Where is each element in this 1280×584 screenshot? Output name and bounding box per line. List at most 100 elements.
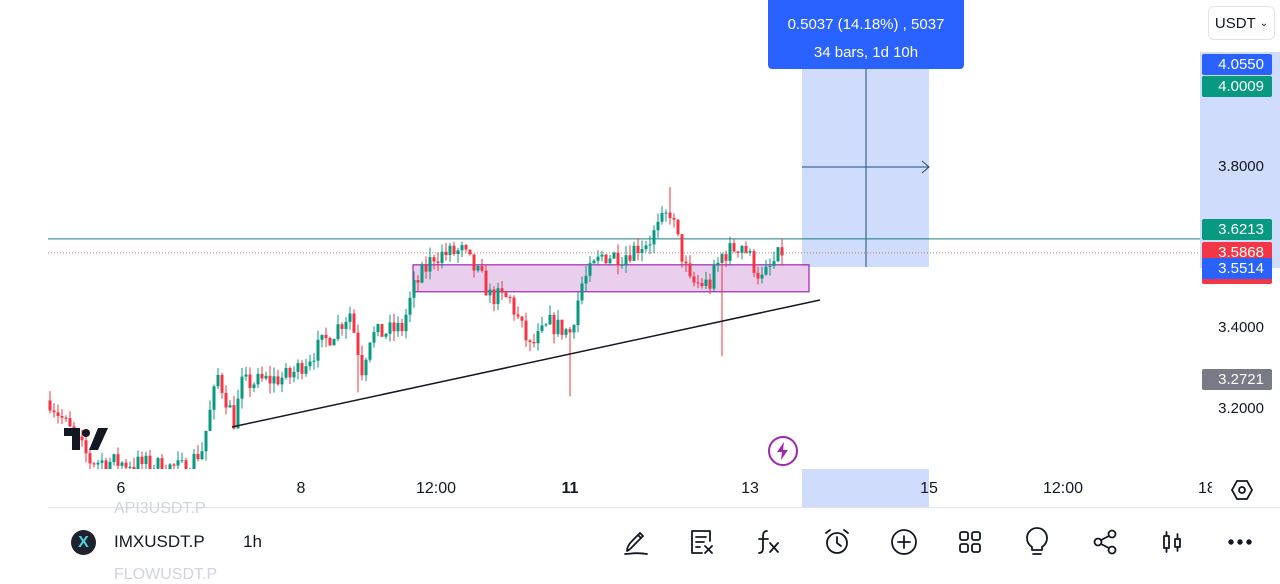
- candle-body: [184, 460, 188, 469]
- candle-body: [352, 313, 356, 333]
- candle-body: [48, 400, 52, 411]
- candle-body: [260, 373, 264, 379]
- candle-body: [756, 272, 760, 279]
- currency-selector[interactable]: USDT ⌄: [1208, 6, 1275, 40]
- candle-body: [492, 289, 496, 305]
- candle-body: [84, 440, 88, 454]
- candle-body: [476, 266, 480, 271]
- indicators-fx-icon[interactable]: [751, 525, 785, 559]
- candle-body: [540, 325, 544, 332]
- layouts-grid-icon[interactable]: [953, 525, 987, 559]
- candle-body: [572, 325, 576, 333]
- candle-body: [64, 417, 68, 419]
- candle-body: [596, 256, 600, 261]
- candle-body: [600, 254, 604, 257]
- candle-body: [588, 263, 592, 276]
- candle-body: [416, 280, 420, 283]
- candle-body: [760, 274, 764, 279]
- share-icon[interactable]: [1088, 525, 1122, 559]
- candle-body: [340, 324, 344, 329]
- candle-body: [148, 455, 152, 469]
- candle-body: [300, 363, 304, 374]
- candle-body: [192, 453, 196, 469]
- candle-body: [412, 280, 416, 298]
- drawing-pen-icon[interactable]: [619, 525, 653, 559]
- candle-body: [228, 405, 232, 408]
- measure-tooltip: 0.5037 (14.18%) , 5037 34 bars, 1d 10h: [768, 0, 964, 69]
- candle-body: [80, 436, 84, 441]
- candle-body: [396, 322, 400, 332]
- candle-body: [580, 283, 584, 301]
- time-label: 18: [1198, 480, 1212, 497]
- symbol-name[interactable]: IMXUSDT.P: [114, 532, 205, 551]
- candle-body: [140, 456, 144, 464]
- candle-body: [180, 460, 184, 462]
- candle-body: [308, 361, 312, 367]
- resistance-price-label: 3.6213: [1202, 219, 1272, 240]
- candle-body: [452, 245, 456, 255]
- candle-body: [328, 338, 332, 346]
- candle-body: [268, 375, 272, 384]
- time-label: 15: [920, 480, 938, 497]
- next-symbol-hint: FLOWUSDT.P: [114, 566, 218, 583]
- candle-body: [696, 282, 700, 284]
- measure-tooltip-change: 0.5037 (14.18%) , 5037: [787, 16, 945, 33]
- candle-body: [516, 314, 520, 317]
- alert-clock-icon[interactable]: [820, 525, 854, 559]
- candle-body: [368, 342, 372, 360]
- ideas-lightbulb-icon[interactable]: [1020, 525, 1054, 559]
- candle-body: [780, 247, 784, 256]
- interval-button[interactable]: 1h: [243, 532, 262, 551]
- candle-body: [552, 314, 556, 335]
- candle-body: [348, 313, 352, 322]
- candle-body: [544, 324, 548, 326]
- candle-body: [456, 250, 460, 255]
- candle-body: [676, 219, 680, 235]
- lightning-icon[interactable]: [768, 436, 798, 466]
- candle-body: [384, 333, 388, 337]
- candle-body: [568, 329, 572, 333]
- candle-body: [440, 251, 444, 263]
- candle-body: [672, 218, 676, 220]
- measure-arrowhead: [921, 160, 930, 174]
- candle-body: [488, 289, 492, 296]
- candle-body: [104, 460, 108, 469]
- time-axis-measure-highlight: [802, 469, 929, 507]
- candle-body: [764, 266, 768, 275]
- candle-body: [100, 460, 104, 463]
- chart-settings-icon[interactable]: [1230, 478, 1254, 502]
- candle-body: [712, 265, 716, 289]
- candle-body: [752, 251, 756, 273]
- candle-body: [160, 458, 164, 469]
- candle-body: [728, 243, 732, 261]
- candle-body: [108, 461, 112, 469]
- candle-body: [344, 321, 348, 329]
- chart-type-candles-icon[interactable]: [1155, 525, 1189, 559]
- candle-body: [652, 230, 656, 245]
- candle-body: [165, 475, 168, 476]
- candle-body: [92, 463, 96, 465]
- add-plus-icon[interactable]: [887, 525, 921, 559]
- candle-body: [708, 279, 712, 289]
- candle-body: [88, 453, 92, 464]
- candle-body: [392, 322, 396, 332]
- candle-body: [608, 258, 612, 264]
- more-icon[interactable]: [1223, 525, 1257, 559]
- candle-body: [120, 462, 124, 466]
- candle-body: [700, 282, 704, 287]
- candle-body: [528, 340, 532, 342]
- candle-body: [660, 213, 664, 222]
- candle-body: [216, 374, 220, 387]
- candle-body: [620, 264, 624, 266]
- candle-body: [248, 374, 252, 389]
- clear-drawings-icon[interactable]: [685, 525, 719, 559]
- candle-body: [332, 339, 336, 346]
- candle-body: [680, 234, 684, 262]
- candle-body: [96, 462, 100, 465]
- candle-body: [240, 376, 244, 399]
- candle-body: [532, 341, 536, 344]
- candle-body: [264, 375, 268, 379]
- candle-body: [616, 252, 620, 266]
- time-label: 6: [116, 480, 126, 497]
